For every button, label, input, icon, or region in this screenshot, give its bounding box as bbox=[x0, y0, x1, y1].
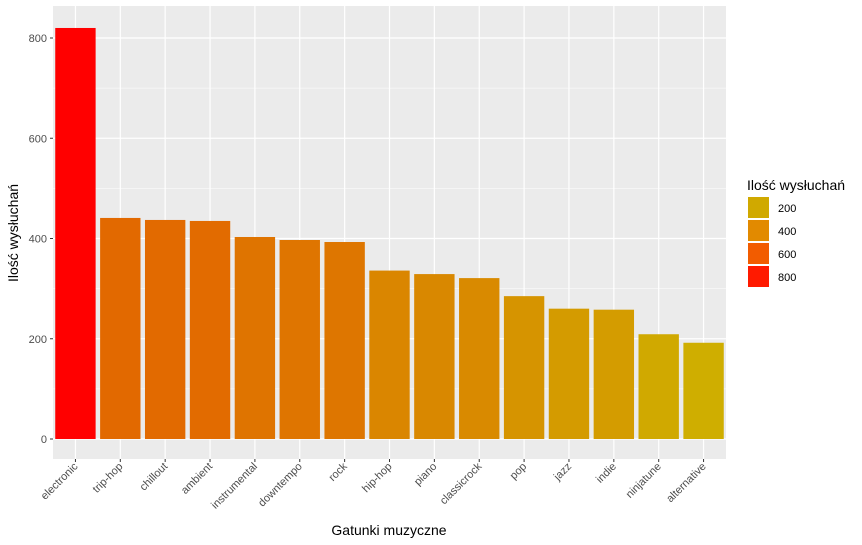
x-tick-label: downtempo bbox=[256, 461, 305, 510]
x-tick-label: indie bbox=[594, 461, 619, 486]
legend-title: Ilość wysłuchań bbox=[747, 177, 845, 193]
bar-downtempo bbox=[279, 240, 320, 439]
legend-label: 600 bbox=[778, 249, 796, 261]
legend-key bbox=[748, 220, 769, 241]
legend-key bbox=[748, 243, 769, 264]
x-axis: electronic trip-hop chillout ambientinstrum… bbox=[39, 459, 709, 511]
x-tick-label: instrumental bbox=[209, 461, 260, 512]
x-tick-label: ambient bbox=[179, 461, 215, 497]
bars bbox=[55, 27, 724, 439]
bar-chillout bbox=[144, 219, 186, 439]
x-tick-label: ninjatune bbox=[624, 461, 664, 501]
x-tick-label: classicrock bbox=[438, 460, 485, 507]
y-tick-label: 400 bbox=[29, 234, 47, 246]
x-tick-label: trip-hop bbox=[91, 461, 126, 496]
legend-label: 400 bbox=[778, 226, 796, 238]
bar-piano bbox=[414, 274, 455, 439]
x-tick-label: alternative bbox=[664, 461, 708, 505]
bar-classicrock bbox=[459, 278, 500, 439]
y-axis: 0 200 400 600 800 bbox=[29, 33, 53, 446]
legend: Ilość wysłuchań 200 400 600 800 bbox=[747, 177, 845, 287]
x-tick-label: electronic bbox=[39, 460, 81, 502]
x-axis-title: Gatunki muzyczne bbox=[331, 522, 446, 538]
x-tick-label: chillout bbox=[138, 461, 171, 494]
y-tick-label: 800 bbox=[29, 33, 47, 45]
x-tick-label: pop bbox=[508, 461, 529, 482]
x-tick-label: jazz bbox=[551, 461, 574, 484]
bar-rock bbox=[324, 242, 365, 439]
legend-key bbox=[748, 266, 769, 287]
bar-alternative bbox=[683, 342, 724, 439]
y-axis-title: Ilość wysłuchań bbox=[5, 184, 21, 282]
bar-ambient bbox=[189, 220, 231, 439]
bar-instrumental bbox=[234, 236, 276, 439]
bar-ninjatune bbox=[638, 334, 679, 439]
bar-jazz bbox=[548, 308, 590, 439]
y-tick-label: 0 bbox=[41, 434, 47, 446]
x-tick-label: hip-hop bbox=[360, 461, 394, 495]
bar-electronic bbox=[55, 27, 96, 439]
x-tick-label: piano bbox=[412, 461, 440, 489]
bar-trip-hop bbox=[100, 217, 141, 439]
x-tick-label: rock bbox=[327, 460, 351, 484]
y-tick-label: 200 bbox=[29, 334, 47, 346]
bar-hip-hop bbox=[369, 270, 410, 439]
legend-label: 800 bbox=[778, 272, 796, 284]
bar-pop bbox=[503, 296, 545, 439]
y-tick-label: 600 bbox=[29, 133, 47, 145]
bar-indie bbox=[593, 309, 635, 439]
legend-key bbox=[748, 197, 769, 218]
legend-label: 200 bbox=[778, 203, 796, 215]
